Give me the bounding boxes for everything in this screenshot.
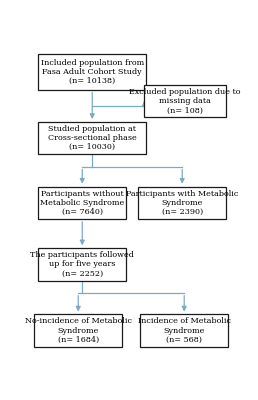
- Text: Excluded population due to
missing data
(n= 108): Excluded population due to missing data …: [130, 88, 241, 114]
- Text: Included population from
Fasa Adult Cohort Study
(n= 10138): Included population from Fasa Adult Coho…: [41, 59, 144, 85]
- Text: No-incidence of Metabolic
Syndrome
(n= 1684): No-incidence of Metabolic Syndrome (n= 1…: [25, 317, 132, 344]
- FancyBboxPatch shape: [38, 248, 126, 280]
- FancyBboxPatch shape: [38, 54, 146, 90]
- Text: Participants with Metabolic
Syndrome
(n= 2390): Participants with Metabolic Syndrome (n=…: [126, 190, 238, 216]
- FancyBboxPatch shape: [38, 122, 146, 154]
- FancyBboxPatch shape: [34, 314, 122, 347]
- FancyBboxPatch shape: [138, 186, 226, 219]
- FancyBboxPatch shape: [38, 186, 126, 219]
- Text: Incidence of Metabolic
Syndrome
(n= 568): Incidence of Metabolic Syndrome (n= 568): [138, 317, 231, 344]
- Text: Studied population at
Cross-sectional phase
(n= 10030): Studied population at Cross-sectional ph…: [48, 125, 136, 151]
- FancyBboxPatch shape: [144, 85, 226, 117]
- FancyBboxPatch shape: [140, 314, 228, 347]
- Text: Participants without
Metabolic Syndrome
(n= 7640): Participants without Metabolic Syndrome …: [40, 190, 124, 216]
- Text: The participants followed
up for five years
(n= 2252): The participants followed up for five ye…: [30, 251, 134, 278]
